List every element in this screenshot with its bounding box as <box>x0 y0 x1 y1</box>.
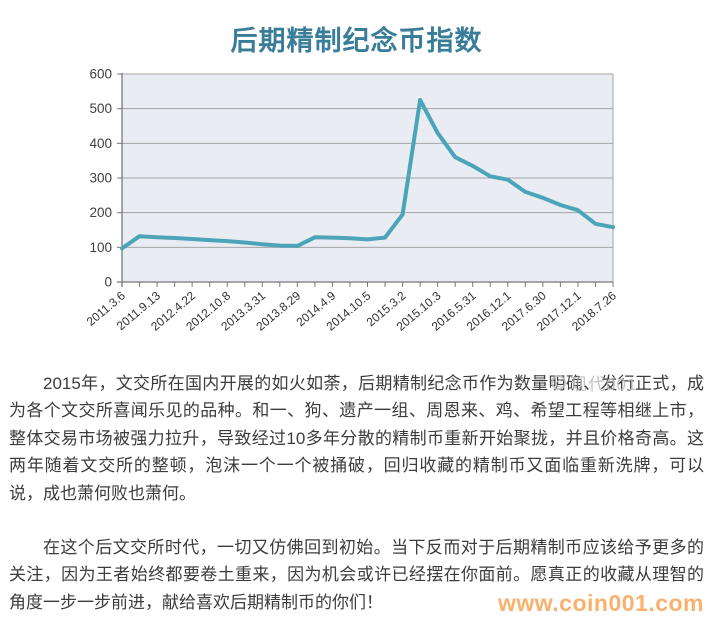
svg-text:200: 200 <box>89 205 112 220</box>
paragraph-1: 2015年，文交所在国内开展的如火如荼，后期精制纪念币作为数量明确、发行正式，成… <box>9 374 704 503</box>
site-watermark: www.coin001.com <box>497 590 704 616</box>
paragraph-2: 在这个后文交所时代，一切又仿佛回到初始。当下反而对于后期精制币应该给予更多的关注… <box>9 538 704 612</box>
svg-text:500: 500 <box>89 101 112 116</box>
chart-section: 0 100 200 300 400 500 600 2011.3.6 2011.9.13 2012… <box>0 61 713 395</box>
watermark-logo-icon <box>551 375 566 390</box>
watermark-text: 现代001 <box>570 375 638 394</box>
svg-text:0: 0 <box>104 275 112 290</box>
svg-text:400: 400 <box>89 136 112 151</box>
page-title: 后期精制纪念币指数 <box>230 26 483 56</box>
svg-text:100: 100 <box>89 240 112 255</box>
coin-index-line-chart: 01002003004005006002011.3.62011.9.132012… <box>84 67 619 334</box>
svg-text:600: 600 <box>89 67 112 82</box>
article-body: 2015年，文交所在国内开展的如火如荼，后期精制纪念币作为数量明确、发行正式，成… <box>0 370 713 616</box>
chart-watermark: 现代001 <box>551 370 637 395</box>
svg-text:300: 300 <box>89 171 112 186</box>
